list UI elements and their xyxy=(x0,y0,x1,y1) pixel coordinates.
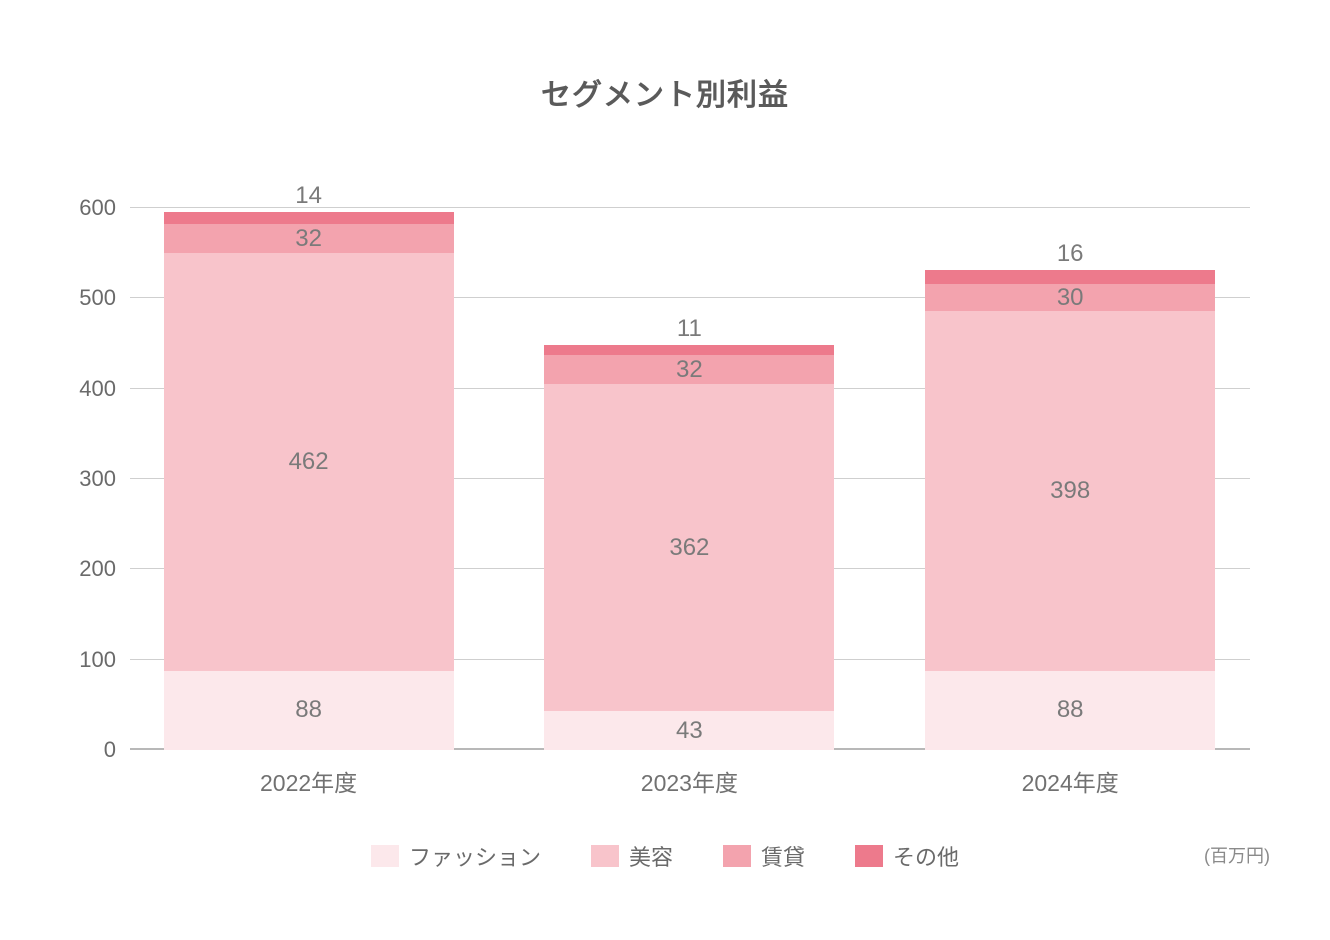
segment-rental: 32 xyxy=(164,224,454,253)
legend-swatch xyxy=(591,845,619,867)
legend: ファッション 美容 賃貸 その他 xyxy=(0,840,1330,872)
segment-value-label: 11 xyxy=(544,315,834,343)
legend-item-other: その他 xyxy=(855,840,959,872)
y-tick-label: 0 xyxy=(104,737,116,763)
segment-value-label: 398 xyxy=(925,477,1215,505)
y-tick-label: 100 xyxy=(79,647,116,673)
legend-label: その他 xyxy=(893,840,959,872)
chart-title: セグメント別利益 xyxy=(0,70,1330,114)
legend-item-fashion: ファッション xyxy=(371,840,541,872)
bar-2023年度: 43 362 3211 xyxy=(544,345,834,750)
segment-value-label: 16 xyxy=(925,240,1215,268)
bar-2024年度: 88 398 3016 xyxy=(925,269,1215,750)
unit-label: (百万円) xyxy=(1204,842,1270,868)
legend-label: 美容 xyxy=(629,840,673,872)
segment-value-label: 14 xyxy=(164,182,454,210)
segment-value-label: 362 xyxy=(544,534,834,562)
y-tick-label: 400 xyxy=(79,376,116,402)
legend-label: ファッション xyxy=(409,840,541,872)
x-category-label: 2023年度 xyxy=(544,764,834,798)
plot-area: 01002003004005006008846232142022年度433623… xyxy=(130,190,1250,750)
segment-other: 11 xyxy=(544,345,834,355)
segment-beauty: 462 xyxy=(164,253,454,670)
segment-other: 16 xyxy=(925,270,1215,284)
segment-other: 14 xyxy=(164,212,454,225)
legend-swatch xyxy=(855,845,883,867)
segment-beauty: 362 xyxy=(544,384,834,711)
y-tick-label: 200 xyxy=(79,556,116,582)
segment-value-label: 32 xyxy=(164,225,454,253)
segment-fashion: 88 xyxy=(164,671,454,750)
segment-beauty: 398 xyxy=(925,311,1215,670)
segment-value-label: 462 xyxy=(164,448,454,476)
segment-value-label: 88 xyxy=(925,696,1215,724)
x-category-label: 2024年度 xyxy=(925,764,1215,798)
legend-item-beauty: 美容 xyxy=(591,840,673,872)
segment-rental: 30 xyxy=(925,284,1215,311)
segment-value-label: 30 xyxy=(925,284,1215,312)
segment-value-label: 88 xyxy=(164,696,454,724)
segment-rental: 32 xyxy=(544,355,834,384)
legend-label: 賃貸 xyxy=(761,840,805,872)
segment-fashion: 88 xyxy=(925,671,1215,750)
segment-profit-chart: セグメント別利益 0100200300400500600884623214202… xyxy=(0,0,1330,940)
legend-item-rental: 賃貸 xyxy=(723,840,805,872)
bar-2022年度: 88 462 3214 xyxy=(164,212,454,750)
y-tick-label: 500 xyxy=(79,285,116,311)
x-category-label: 2022年度 xyxy=(164,764,454,798)
segment-value-label: 43 xyxy=(544,717,834,745)
segment-fashion: 43 xyxy=(544,711,834,750)
legend-swatch xyxy=(723,845,751,867)
y-tick-label: 300 xyxy=(79,466,116,492)
y-tick-label: 600 xyxy=(79,195,116,221)
legend-swatch xyxy=(371,845,399,867)
segment-value-label: 32 xyxy=(544,356,834,384)
